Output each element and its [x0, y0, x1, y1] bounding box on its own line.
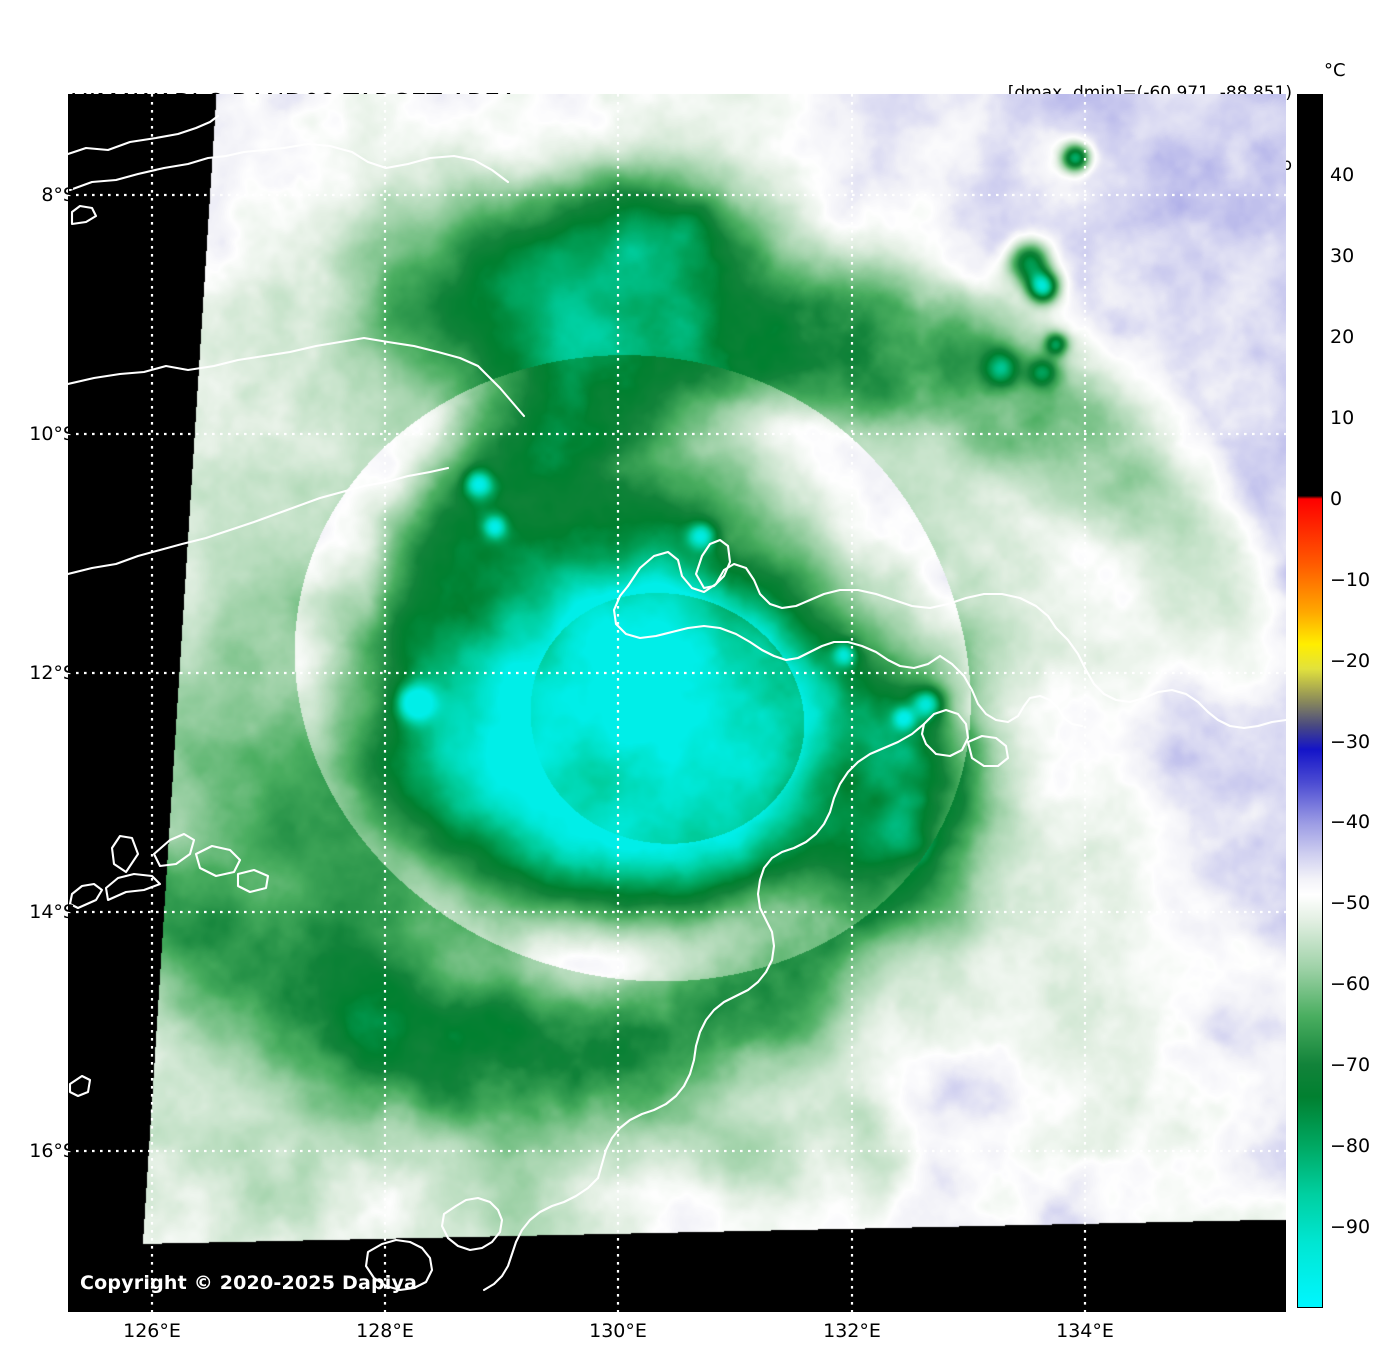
x-axis-tick-132E: 132°E	[823, 1320, 881, 1342]
colorbar[interactable]	[1297, 94, 1323, 1308]
colorbar-tick-40: 40	[1330, 163, 1355, 186]
colorbar-tick-minus70: −70	[1330, 1054, 1371, 1077]
y-axis-tick-10S: 10°S	[29, 423, 75, 445]
colorbar-tick-minus10: −10	[1330, 568, 1371, 591]
colorbar-tick-minus90: −90	[1330, 1216, 1371, 1239]
copyright-notice: Copyright © 2020-2025 Dapiya	[80, 1272, 418, 1294]
colorbar-tick-0: 0	[1330, 487, 1343, 510]
x-axis-tick-130E: 130°E	[589, 1320, 647, 1342]
colorbar-tick-minus50: −50	[1330, 892, 1371, 915]
x-axis-tick-134E: 134°E	[1056, 1320, 1114, 1342]
colorbar-tick-minus80: −80	[1330, 1135, 1371, 1158]
satellite-raster	[68, 94, 1286, 1312]
colorbar-unit-label: °C	[1324, 60, 1346, 81]
y-axis-tick-16S: 16°S	[29, 1140, 75, 1162]
colorbar-tick-minus60: −60	[1330, 973, 1371, 996]
y-axis-tick-8S: 8°S	[41, 184, 75, 206]
y-axis-tick-12S: 12°S	[29, 662, 75, 684]
colorbar-tick-minus40: −40	[1330, 811, 1371, 834]
satellite-image-plot[interactable]: Copyright © 2020-2025 Dapiya	[68, 94, 1286, 1312]
colorbar-tick-30: 30	[1330, 244, 1355, 267]
colorbar-tick-minus30: −30	[1330, 730, 1371, 753]
colorbar-gradient	[1298, 95, 1322, 1307]
colorbar-tick-minus20: −20	[1330, 649, 1371, 672]
x-axis-tick-128E: 128°E	[356, 1320, 414, 1342]
x-axis-tick-126E: 126°E	[123, 1320, 181, 1342]
y-axis-tick-14S: 14°S	[29, 901, 75, 923]
colorbar-tick-10: 10	[1330, 406, 1355, 429]
colorbar-tick-20: 20	[1330, 325, 1355, 348]
